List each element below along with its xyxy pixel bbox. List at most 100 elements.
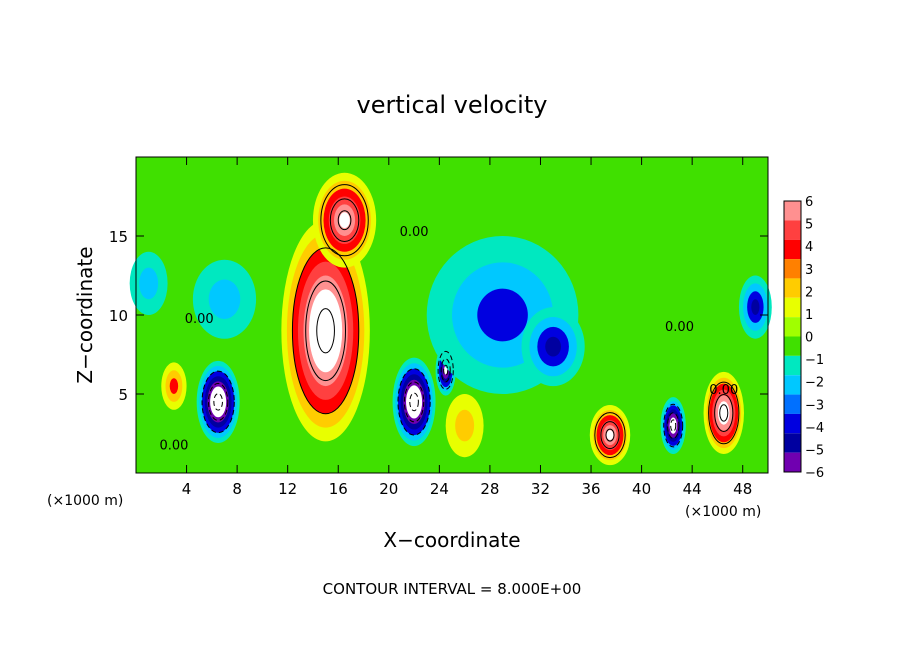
x-unit-label-right: (×1000 m) — [685, 504, 761, 520]
contour-line — [594, 412, 626, 459]
heatmap-cell — [455, 409, 475, 442]
contour-line — [316, 308, 335, 354]
contour-line — [397, 368, 431, 436]
colorbar-swatch — [784, 297, 801, 318]
contour-line — [291, 247, 360, 415]
contour-line — [667, 412, 680, 439]
heatmap-feature — [660, 397, 686, 455]
heatmap-cell — [208, 279, 241, 319]
colorbar: 6 5 4 3 2 1 0 −1 −2 −3 −4 −5 −6 — [783, 195, 824, 481]
x-tick-label: 24 — [430, 480, 449, 498]
contour-line — [708, 381, 740, 445]
colorbar-tick-label: −4 — [805, 421, 824, 436]
y-tick-label: 15 — [109, 228, 128, 246]
contour-line — [213, 393, 223, 411]
heatmap-feature — [445, 394, 484, 458]
x-tick-label: 4 — [182, 480, 192, 498]
y-tick-label: 10 — [109, 307, 128, 325]
x-tick-label: 48 — [733, 480, 752, 498]
contour-line — [600, 421, 620, 450]
x-tick-label: 36 — [581, 480, 600, 498]
colorbar-tick-label: 0 — [805, 331, 813, 346]
contour-line — [440, 358, 451, 383]
x-tick-label: 16 — [329, 480, 348, 498]
heatmap-feature — [129, 251, 168, 315]
heatmap-feature — [738, 275, 772, 339]
heatmap-cell — [751, 299, 760, 315]
heatmap-cell — [606, 430, 614, 441]
y-axis-ticks: 5 10 15 — [109, 228, 768, 404]
colorbar-tick-label: 4 — [805, 240, 813, 255]
contour-line — [605, 428, 615, 442]
colorbar-swatch — [784, 201, 801, 221]
x-axis-ticks: 4 8 12 16 20 24 28 32 36 40 44 48 — [182, 157, 752, 498]
heatmap-cell — [477, 288, 528, 342]
heatmap-cell — [720, 407, 727, 419]
heatmap-feature — [161, 362, 187, 410]
colorbar-tick-label: −6 — [805, 466, 824, 481]
contour-line — [329, 198, 360, 243]
contour-line — [207, 382, 229, 421]
contour-line — [443, 364, 449, 376]
x-tick-label: 8 — [232, 480, 242, 498]
contour-label: 0.00 — [400, 225, 429, 240]
x-tick-label: 12 — [278, 480, 297, 498]
x-tick-label: 28 — [480, 480, 499, 498]
contour-interval-note: CONTOUR INTERVAL = 8.000E+00 — [323, 580, 582, 598]
contour-line — [670, 419, 677, 432]
contour-line — [663, 403, 684, 448]
colorbar-tick-label: −1 — [805, 353, 824, 368]
colorbar-swatch — [784, 394, 801, 414]
contour-line — [320, 184, 369, 257]
heatmap-cell — [671, 421, 676, 430]
colorbar-swatch — [784, 355, 801, 376]
contour-label: 0.00 — [665, 320, 694, 335]
contour-line — [337, 210, 352, 231]
colorbar-swatch — [784, 259, 801, 279]
heatmap-feature — [521, 307, 585, 387]
heatmap-cell — [169, 378, 179, 394]
heatmap-cell — [139, 267, 159, 300]
colorbar-swatch — [784, 433, 801, 453]
contour-line — [305, 280, 347, 382]
colorbar-frame — [783, 200, 802, 473]
colorbar-swatch — [784, 317, 801, 337]
x-tick-label: 32 — [531, 480, 550, 498]
colorbar-tick-label: 2 — [805, 285, 813, 300]
contour-line — [201, 370, 235, 434]
colorbar-tick-label: −5 — [805, 443, 824, 458]
contour-label: 0.00 — [709, 383, 738, 398]
heatmap-feature — [281, 220, 370, 442]
colorbar-tick-label: −3 — [805, 398, 824, 413]
heatmap-feature — [312, 172, 377, 268]
heatmap-feature — [392, 357, 436, 447]
colorbar-tick-label: 1 — [805, 308, 813, 323]
contour-line — [437, 350, 454, 390]
colorbar-tick-label: 6 — [805, 195, 813, 210]
colorbar-swatch — [784, 239, 801, 260]
heatmap-cell — [320, 316, 332, 345]
x-tick-label: 20 — [379, 480, 398, 498]
colorbar-swatch — [784, 278, 801, 298]
x-unit-label-left: (×1000 m) — [47, 493, 123, 509]
contour-label: 0.00 — [159, 438, 188, 453]
contour-line — [403, 381, 425, 423]
y-axis-label: Z−coordinate — [73, 246, 97, 383]
contour-label: 0.00 — [185, 312, 214, 327]
x-tick-label: 44 — [683, 480, 702, 498]
heatmap-cell — [339, 212, 350, 229]
x-axis-label: X−coordinate — [383, 528, 520, 552]
contour-line — [714, 393, 734, 432]
heatmap-feature — [589, 405, 631, 466]
heatmap-plot-area: 0.00 0.00 0.00 0.00 0.00 — [129, 156, 772, 474]
colorbar-swatch — [784, 336, 801, 356]
colorbar-swatch — [784, 220, 801, 240]
heatmap-cell — [215, 396, 221, 408]
colorbar-tick-label: 5 — [805, 218, 813, 233]
heatmap-feature — [196, 360, 240, 443]
colorbar-swatch — [784, 413, 801, 434]
chart-title: vertical velocity — [357, 91, 548, 119]
heatmap-cell — [411, 396, 417, 408]
heatmap-cell — [545, 336, 562, 357]
